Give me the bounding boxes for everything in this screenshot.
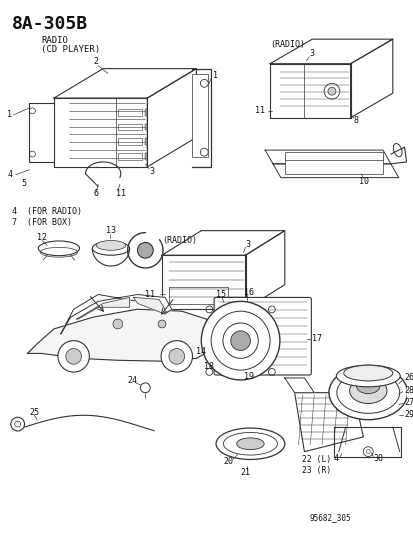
Polygon shape: [27, 309, 216, 361]
Polygon shape: [264, 150, 390, 164]
Circle shape: [66, 349, 81, 364]
Circle shape: [161, 341, 192, 372]
Text: 7  (FOR BOX): 7 (FOR BOX): [12, 219, 71, 227]
Text: 21: 21: [240, 468, 250, 477]
Bar: [169, 287, 227, 304]
Circle shape: [113, 319, 123, 329]
Ellipse shape: [236, 438, 263, 450]
Circle shape: [327, 87, 335, 95]
Text: 4: 4: [8, 170, 13, 179]
Polygon shape: [350, 39, 392, 118]
Text: (RADIO): (RADIO): [161, 236, 197, 245]
Circle shape: [201, 301, 279, 380]
Polygon shape: [245, 231, 284, 309]
Circle shape: [137, 243, 153, 258]
Circle shape: [230, 331, 250, 351]
Polygon shape: [76, 297, 129, 319]
Text: 9: 9: [245, 310, 250, 319]
Polygon shape: [333, 427, 400, 457]
Polygon shape: [161, 231, 284, 255]
Text: (CD PLAYER): (CD PLAYER): [41, 45, 100, 54]
Text: 13: 13: [106, 226, 116, 235]
Text: 8: 8: [353, 116, 358, 125]
Bar: [145, 124, 147, 131]
Text: 5: 5: [21, 179, 26, 188]
Polygon shape: [147, 69, 196, 167]
Ellipse shape: [356, 378, 379, 394]
Text: 10: 10: [358, 177, 368, 186]
Text: 18: 18: [204, 362, 214, 370]
Polygon shape: [269, 64, 350, 118]
Text: 11: 11: [255, 107, 265, 115]
Bar: [118, 124, 142, 131]
Text: 17: 17: [311, 334, 321, 343]
Bar: [145, 139, 147, 145]
Bar: [118, 153, 142, 160]
Bar: [192, 74, 208, 157]
Text: 1: 1: [213, 71, 218, 80]
Text: 19: 19: [243, 372, 253, 381]
Circle shape: [158, 320, 166, 328]
Ellipse shape: [343, 365, 392, 381]
Text: 25: 25: [29, 408, 39, 417]
Text: 11: 11: [145, 290, 155, 299]
FancyBboxPatch shape: [214, 297, 311, 375]
Polygon shape: [161, 255, 245, 309]
Text: 28: 28: [404, 386, 413, 395]
Text: 4  (FOR RADIO): 4 (FOR RADIO): [12, 206, 82, 215]
Text: 20: 20: [223, 457, 233, 466]
Circle shape: [169, 349, 184, 364]
Text: 14: 14: [196, 347, 206, 356]
Polygon shape: [269, 39, 392, 64]
Text: 12: 12: [37, 233, 47, 242]
Text: 29: 29: [404, 410, 413, 419]
Text: 3: 3: [245, 240, 250, 249]
Polygon shape: [133, 297, 165, 314]
Text: 1: 1: [7, 110, 12, 119]
Text: 22 (L): 22 (L): [302, 455, 331, 464]
Text: 4: 4: [333, 454, 338, 463]
Text: 8A-305B: 8A-305B: [12, 15, 88, 34]
Text: 15: 15: [216, 290, 225, 299]
Ellipse shape: [335, 365, 399, 387]
Bar: [284, 152, 382, 160]
Text: 3: 3: [149, 167, 154, 176]
Text: 3: 3: [309, 50, 313, 59]
Polygon shape: [54, 69, 196, 98]
Text: 27: 27: [404, 398, 413, 407]
Text: 24: 24: [127, 376, 138, 385]
Text: 16: 16: [243, 288, 253, 297]
Text: 11: 11: [116, 189, 126, 198]
Bar: [145, 153, 147, 160]
Circle shape: [58, 341, 89, 372]
Bar: [118, 139, 142, 145]
Polygon shape: [272, 164, 398, 177]
Polygon shape: [54, 98, 147, 167]
Ellipse shape: [96, 240, 126, 251]
Bar: [145, 109, 147, 116]
Text: 30: 30: [372, 454, 382, 463]
Text: 26: 26: [404, 374, 413, 383]
Polygon shape: [294, 393, 363, 451]
Text: 23 (R): 23 (R): [302, 466, 331, 475]
Text: RADIO: RADIO: [41, 36, 68, 45]
Ellipse shape: [328, 366, 406, 419]
Bar: [284, 156, 382, 174]
Text: (RADIO): (RADIO): [269, 39, 304, 49]
Polygon shape: [61, 295, 171, 334]
Circle shape: [211, 311, 269, 370]
Text: 95682_305: 95682_305: [309, 513, 350, 522]
Polygon shape: [284, 378, 313, 393]
Ellipse shape: [349, 378, 386, 403]
Bar: [118, 109, 142, 116]
Text: 6: 6: [93, 189, 98, 198]
Text: 2: 2: [93, 57, 98, 66]
